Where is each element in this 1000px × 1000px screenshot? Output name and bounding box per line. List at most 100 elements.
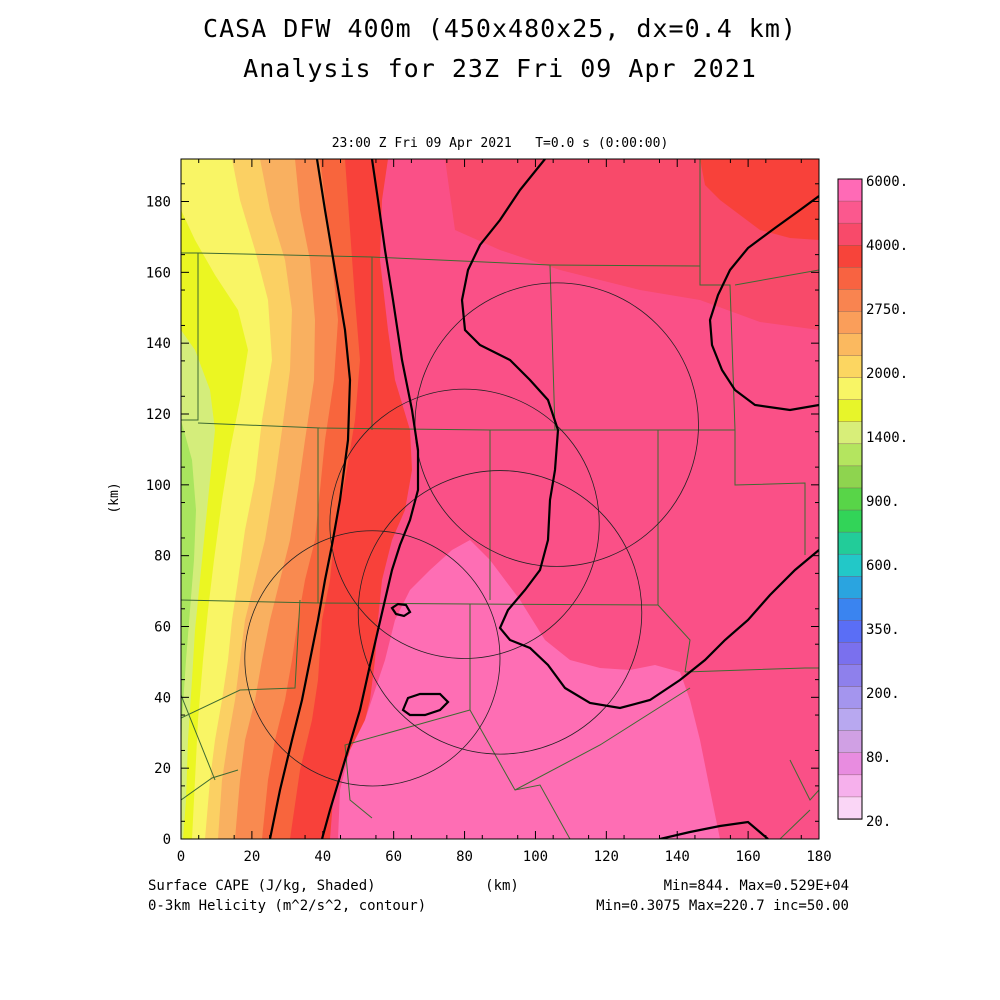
y-tick-label: 100 <box>146 478 171 494</box>
colorbar-labels: 6000. 4000. 2750. 2000. 1400. 900. 600. 350. 200… <box>866 174 908 830</box>
colorbar-swatch <box>837 421 863 445</box>
radar-range-ring <box>357 470 643 755</box>
colorbar-swatch <box>837 377 863 401</box>
colorbar-label: 2000. <box>866 366 908 382</box>
y-tick-label: 0 <box>163 832 171 848</box>
boundary-line <box>181 769 239 801</box>
plot-frame <box>180 158 820 840</box>
boundary-line <box>197 422 735 431</box>
boundary-line <box>657 604 691 673</box>
radar-range-ring <box>329 388 600 659</box>
x-tick-label: 0 <box>177 849 185 865</box>
y-tick-label: 20 <box>154 761 171 777</box>
helicity-contour <box>320 159 420 839</box>
colorbar-swatch <box>837 531 863 555</box>
helicity-contour <box>659 820 769 839</box>
colorbar-label: 80. <box>866 750 891 766</box>
colorbar-label: 600. <box>866 558 900 574</box>
colorbar-label: 350. <box>866 622 900 638</box>
colorbar-label: 4000. <box>866 238 908 254</box>
x-tick-label: 40 <box>314 849 331 865</box>
colorbar-swatch <box>837 222 863 246</box>
colorbar-frame <box>837 178 863 820</box>
colorbar-swatch <box>837 178 863 202</box>
boundary-line <box>181 599 301 719</box>
footer-shaded-field: Surface CAPE (J/kg, Shaded) <box>148 878 376 894</box>
x-tick-label: 80 <box>456 849 473 865</box>
cape-fill-red-ne <box>700 159 819 240</box>
colorbar-swatch <box>837 289 863 313</box>
helicity-contour <box>460 159 819 710</box>
colorbar-swatch <box>837 796 863 820</box>
colorbar-swatch <box>837 509 863 533</box>
chart-title: CASA DFW 400m (450x480x25, dx=0.4 km) <box>203 14 797 43</box>
colorbar-label: 6000. <box>866 174 908 190</box>
colorbar-label: 900. <box>866 494 900 510</box>
colorbar-swatch <box>837 553 863 577</box>
colorbar-swatch <box>837 267 863 291</box>
colorbar-label: 200. <box>866 686 900 702</box>
helicity-contour <box>268 159 352 839</box>
boundary-line <box>789 759 819 801</box>
helicity-contour <box>708 195 819 412</box>
y-tick-label: 180 <box>146 195 171 211</box>
boundary-line <box>734 269 819 286</box>
cape-shading <box>181 159 819 839</box>
x-tick-label: 60 <box>385 849 402 865</box>
x-tick-label: 120 <box>594 849 619 865</box>
colorbar-swatch <box>837 686 863 710</box>
time-stamp: 23:00 Z Fri 09 Apr 2021 T=0.0 s (0:00:00… <box>331 136 669 151</box>
colorbar-swatch <box>837 311 863 335</box>
colorbar-swatch <box>837 620 863 644</box>
footer-helicity-range: Min=0.3075 Max=220.7 inc=50.00 <box>596 898 849 914</box>
chart-subtitle: Analysis for 23Z Fri 09 Apr 2021 <box>243 54 757 83</box>
colorbar-swatch <box>837 642 863 666</box>
colorbar-label: 20. <box>866 814 891 830</box>
x-tick-label: 100 <box>523 849 548 865</box>
colorbar-swatch <box>837 355 863 379</box>
helicity-contours <box>268 159 819 839</box>
helicity-contour <box>401 692 450 717</box>
colorbar-swatch <box>837 487 863 511</box>
boundary-line <box>734 430 806 555</box>
boundary-line <box>514 687 691 791</box>
helicity-contour <box>390 602 412 618</box>
boundary-line <box>181 252 199 421</box>
y-axis-title: (km) <box>107 482 122 513</box>
colorbar-swatch <box>837 333 863 357</box>
y-tick-label: 40 <box>154 690 171 706</box>
colorbar-swatch <box>837 576 863 600</box>
boundary-line <box>699 159 736 431</box>
colorbar-swatch <box>837 774 863 798</box>
colorbar-swatch <box>837 598 863 622</box>
footer-contour-field: 0-3km Helicity (m^2/s^2, contour) <box>148 898 426 914</box>
boundary-line <box>469 709 571 839</box>
colorbar-swatch <box>837 399 863 423</box>
x-tick-label: 20 <box>243 849 260 865</box>
colorbar-swatch <box>837 730 863 754</box>
x-tick-label: 160 <box>735 849 760 865</box>
boundary-line <box>181 599 659 606</box>
x-axis: 0 20 40 60 80 100 120 140 160 180 <box>177 159 832 865</box>
cape-fill-green <box>181 420 196 760</box>
boundary-line <box>779 809 811 839</box>
colorbar-swatch <box>837 708 863 732</box>
colorbar-swatch <box>837 664 863 688</box>
boundary-line <box>344 604 471 819</box>
county-boundaries <box>181 159 819 839</box>
x-tick-label: 180 <box>806 849 831 865</box>
colorbar-swatch <box>837 245 863 268</box>
radar-range-ring <box>244 530 501 787</box>
colorbar <box>837 178 863 820</box>
x-axis-title: (km) <box>485 878 519 894</box>
y-tick-label: 60 <box>154 620 171 636</box>
y-tick-label: 80 <box>154 549 171 565</box>
cape-fill-light-pink <box>338 540 720 839</box>
boundary-line <box>684 667 819 673</box>
y-tick-label: 120 <box>146 407 171 423</box>
y-tick-label: 160 <box>146 265 171 281</box>
colorbar-swatch <box>837 443 863 467</box>
y-axis: 0 20 40 60 80 100 120 140 160 180 <box>146 183 819 848</box>
x-tick-label: 140 <box>665 849 690 865</box>
